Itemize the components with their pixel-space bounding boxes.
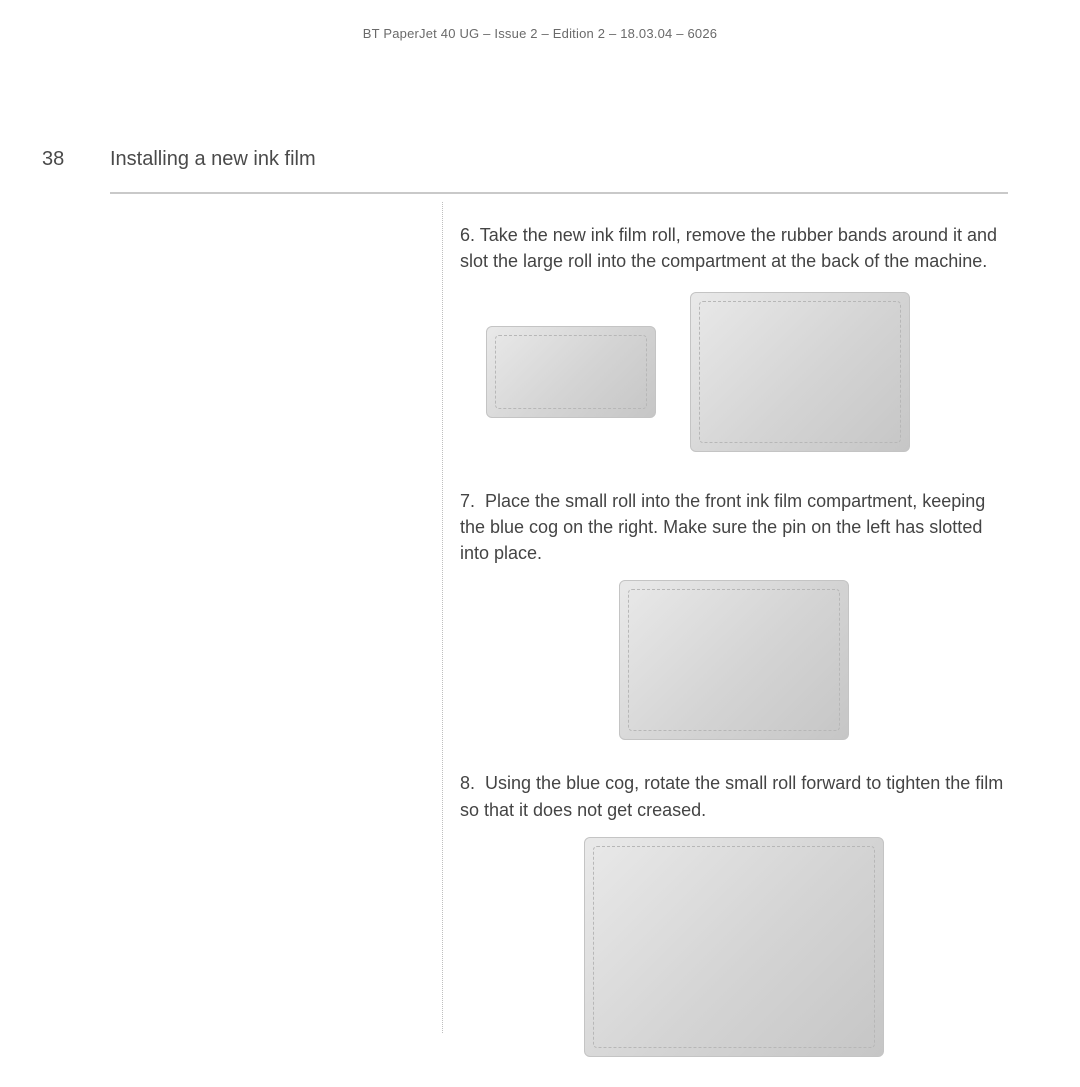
step-7-text: 7. Place the small roll into the front i…: [460, 488, 1008, 566]
step-8-text: 8. Using the blue cog, rotate the small …: [460, 770, 1008, 822]
figure-ink-film-roll: [486, 326, 656, 418]
step-8-body: Using the blue cog, rotate the small rol…: [460, 773, 1003, 819]
figure-insert-large-roll: [690, 292, 910, 452]
step-6-figures: [486, 292, 1008, 452]
margin-dotted-divider: [442, 202, 443, 1033]
step-6-label: 6.: [460, 225, 475, 245]
document-header-line: BT PaperJet 40 UG – Issue 2 – Edition 2 …: [0, 26, 1080, 41]
step-7-body: Place the small roll into the front ink …: [460, 491, 985, 563]
step-7-figure-wrap: [460, 580, 1008, 740]
page-root: BT PaperJet 40 UG – Issue 2 – Edition 2 …: [0, 0, 1080, 1069]
page-number: 38: [42, 148, 64, 171]
step-8: 8. Using the blue cog, rotate the small …: [460, 770, 1008, 1056]
step-8-label: 8.: [460, 773, 475, 793]
step-6-body: Take the new ink film roll, remove the r…: [460, 225, 997, 271]
step-8-figure-wrap: [460, 837, 1008, 1057]
figure-insert-small-roll: [619, 580, 849, 740]
section-title: Installing a new ink film: [110, 148, 316, 171]
figure-rotate-blue-cog: [584, 837, 884, 1057]
step-7: 7. Place the small roll into the front i…: [460, 488, 1008, 740]
horizontal-rule: [110, 192, 1008, 194]
content-column: 6. Take the new ink film roll, remove th…: [460, 222, 1008, 1087]
step-6-text: 6. Take the new ink film roll, remove th…: [460, 222, 1008, 274]
step-6: 6. Take the new ink film roll, remove th…: [460, 222, 1008, 452]
step-7-label: 7.: [460, 491, 475, 511]
